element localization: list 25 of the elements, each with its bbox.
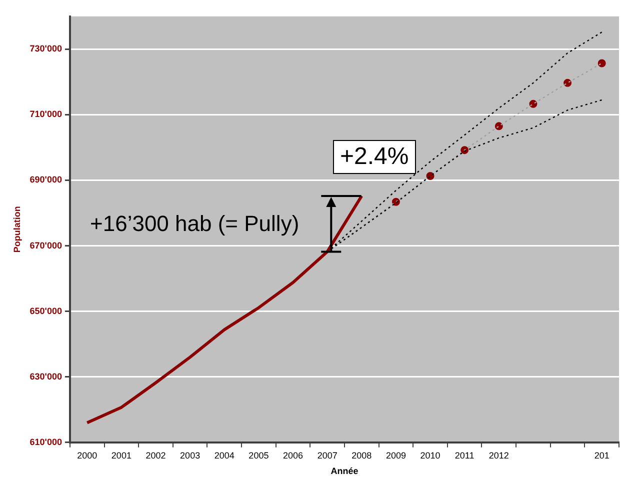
y-axis-title: Population bbox=[12, 206, 22, 253]
x-tick-label: 2005 bbox=[248, 450, 269, 460]
x-tick-label: 2006 bbox=[283, 450, 304, 460]
annotation: +2.4% bbox=[333, 140, 416, 174]
x-tick-label: 2009 bbox=[386, 450, 406, 460]
y-tick-label: 730'000 bbox=[30, 44, 62, 54]
y-tick-label: 710'000 bbox=[30, 109, 62, 120]
x-tick-label: 2003 bbox=[180, 450, 200, 460]
x-tick-label: 2002 bbox=[146, 450, 166, 460]
y-tick-label: 690'000 bbox=[30, 174, 62, 185]
annotation: +16’300 hab (= Pully) bbox=[90, 211, 300, 237]
x-axis-title: Année bbox=[330, 466, 358, 476]
x-tick-label: 2000 bbox=[77, 450, 98, 460]
x-tick-label: 2012 bbox=[488, 450, 509, 460]
y-tick-label: 630'000 bbox=[30, 371, 62, 382]
x-tick-label: 2004 bbox=[214, 450, 234, 460]
y-tick-label: 610'000 bbox=[30, 436, 62, 447]
x-tick-label: 201 bbox=[594, 450, 610, 460]
x-tick-label: 2011 bbox=[454, 450, 474, 460]
y-tick-label: 670'000 bbox=[30, 240, 62, 250]
x-tick-label: 2001 bbox=[111, 450, 132, 460]
x-tick-label: 2007 bbox=[317, 450, 338, 460]
x-tick-label: 2008 bbox=[352, 450, 372, 460]
y-tick-label: 650'000 bbox=[30, 306, 62, 316]
x-tick-label: 2010 bbox=[420, 450, 440, 460]
